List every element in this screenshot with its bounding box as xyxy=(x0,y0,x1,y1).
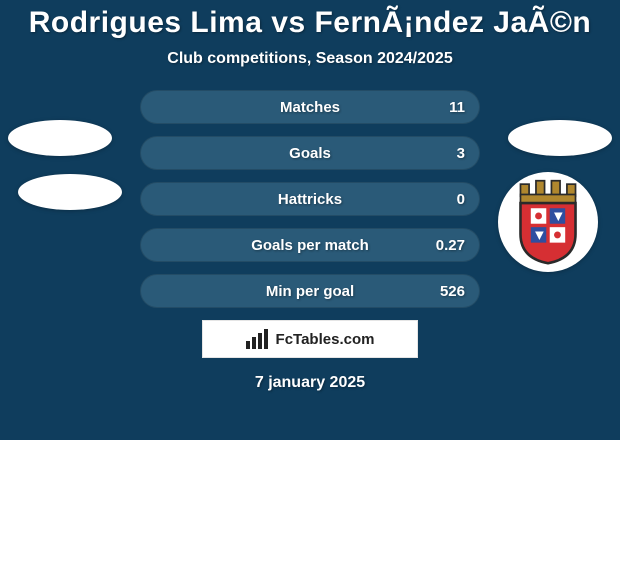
stat-row: Min per goal 526 xyxy=(140,274,480,308)
brand-attribution: FcTables.com xyxy=(202,320,418,358)
stat-val-right: 0.27 xyxy=(436,237,465,254)
stat-row: Goals per match 0.27 xyxy=(140,228,480,262)
stat-row: Goals 3 xyxy=(140,136,480,170)
stat-val-right: 526 xyxy=(440,283,465,300)
stat-label: Hattricks xyxy=(278,191,342,208)
player-a-club-logo xyxy=(18,174,122,210)
stat-label: Goals xyxy=(289,145,331,162)
stat-row: Matches 11 xyxy=(140,90,480,124)
braga-crest-icon xyxy=(498,172,598,272)
stat-val-right: 3 xyxy=(457,145,465,162)
stat-val-right: 0 xyxy=(457,191,465,208)
date-text: 7 january 2025 xyxy=(0,374,620,392)
stat-val-right: 11 xyxy=(449,99,465,116)
stat-label: Goals per match xyxy=(251,237,369,254)
player-b-country-logo xyxy=(508,120,612,156)
stats-table: Matches 11 Goals 3 Hattricks 0 Goals per… xyxy=(140,90,480,308)
stat-row: Hattricks 0 xyxy=(140,182,480,216)
player-b-club-logo xyxy=(498,172,598,272)
stat-label: Min per goal xyxy=(266,283,354,300)
page-title: Rodrigues Lima vs FernÃ¡ndez JaÃ©n xyxy=(0,6,620,40)
player-a-country-logo xyxy=(8,120,112,156)
brand-text: FcTables.com xyxy=(276,331,375,348)
subtitle: Club competitions, Season 2024/2025 xyxy=(0,50,620,68)
stat-label: Matches xyxy=(280,99,340,116)
bar-chart-icon xyxy=(246,329,270,349)
